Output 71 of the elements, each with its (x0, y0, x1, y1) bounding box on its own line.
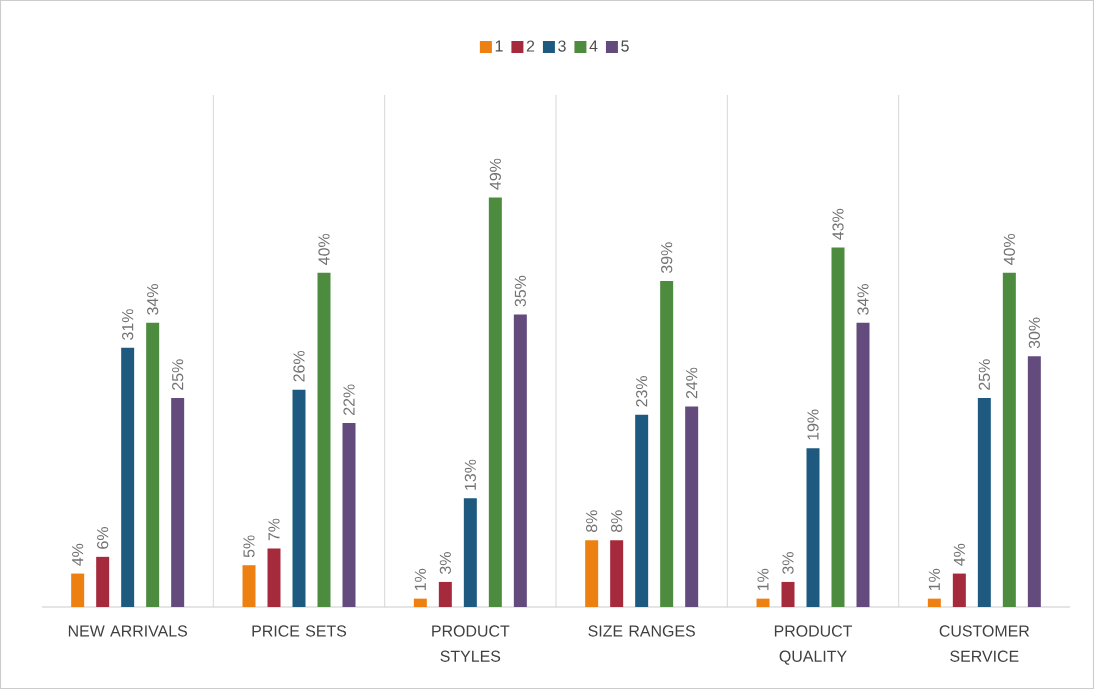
bar (585, 540, 599, 608)
legend-label: 1 (495, 40, 503, 52)
bar (856, 322, 870, 608)
bar (146, 322, 160, 608)
bar (806, 448, 820, 608)
data-label: 1% (414, 568, 426, 591)
bar (1002, 272, 1016, 608)
data-label: 25% (978, 359, 990, 390)
data-label: 49% (489, 158, 501, 190)
bar (267, 548, 281, 608)
bar (977, 398, 991, 608)
x-tick-label: CUSTOMER SERVICE (939, 625, 1030, 662)
legend-label: 5 (621, 40, 629, 52)
bar (660, 280, 674, 608)
data-label: 40% (1003, 233, 1015, 265)
bar (71, 573, 85, 608)
data-label: 39% (661, 242, 673, 274)
bar (342, 423, 356, 608)
data-label: 34% (147, 284, 159, 315)
data-label: 26% (293, 350, 305, 382)
bar (635, 414, 649, 608)
bar (756, 598, 770, 608)
legend-label: 3 (558, 40, 566, 52)
data-label: 43% (832, 208, 844, 240)
data-label: 3% (439, 552, 451, 574)
data-label: 31% (122, 309, 134, 340)
bar (292, 389, 306, 608)
bar (171, 398, 185, 608)
bar (438, 581, 452, 608)
data-label: 1% (928, 568, 940, 591)
data-label: 35% (514, 275, 526, 307)
bar (831, 247, 845, 608)
data-label: 5% (243, 535, 255, 558)
x-tick-label: PRICE SETS (252, 625, 347, 637)
data-label: 7% (268, 518, 280, 541)
data-label: 40% (318, 233, 330, 265)
x-tick-label: PRODUCT STYLES (432, 625, 510, 662)
data-label: 19% (807, 409, 819, 440)
bar (242, 565, 256, 608)
x-tick-label: PRODUCT QUALITY (774, 625, 853, 665)
data-label: 34% (857, 284, 869, 315)
data-label: 30% (1028, 317, 1040, 349)
bar (1027, 356, 1041, 608)
bar (121, 347, 135, 608)
data-label: 25% (172, 359, 184, 390)
data-label: 22% (343, 384, 355, 415)
bar (781, 581, 795, 608)
data-label: 1% (757, 568, 769, 591)
legend-label: 4 (589, 40, 598, 52)
bar (610, 540, 624, 608)
data-label: 4% (953, 543, 965, 566)
bar (513, 314, 527, 608)
x-tick-label: NEW ARRIVALS (68, 625, 188, 637)
data-label: 6% (97, 527, 109, 549)
bar (96, 556, 110, 608)
data-label: 23% (636, 376, 648, 407)
bar (463, 498, 477, 608)
bar (488, 197, 502, 608)
data-label: 13% (464, 459, 476, 490)
data-label: 8% (611, 510, 623, 533)
data-label: 3% (782, 552, 794, 574)
legend-label: 2 (526, 40, 535, 52)
bar (317, 272, 331, 608)
x-tick-label: SIZE RANGES (588, 625, 695, 637)
data-label: 24% (686, 367, 698, 399)
bar (413, 598, 427, 608)
bar (685, 406, 699, 608)
bar (927, 598, 941, 608)
data-label: 8% (586, 510, 598, 533)
data-label: 4% (72, 543, 84, 566)
bar (952, 573, 966, 608)
